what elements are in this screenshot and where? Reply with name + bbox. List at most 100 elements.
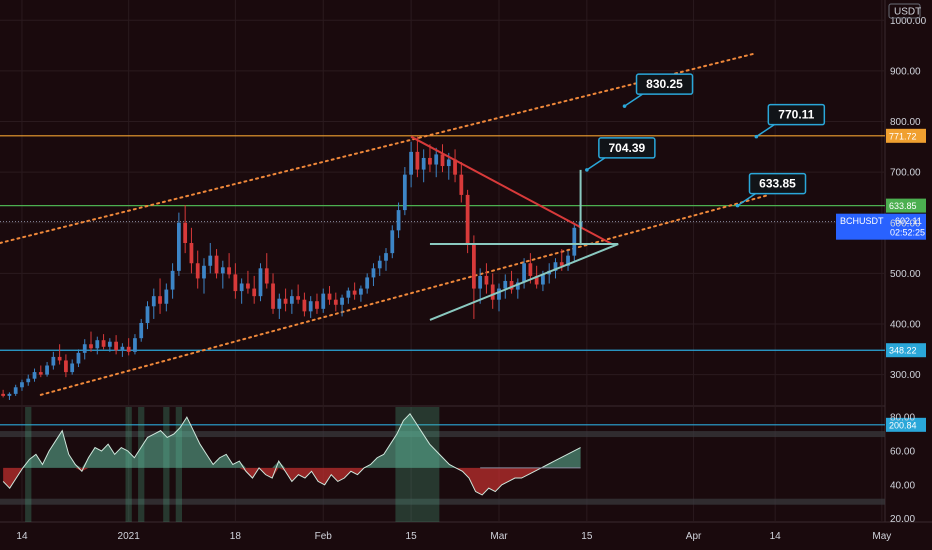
candle — [327, 286, 332, 305]
callout-label: 633.85 — [759, 177, 796, 191]
candle-body — [26, 378, 31, 383]
candle-body — [490, 284, 495, 300]
candle — [402, 167, 407, 216]
candle — [509, 270, 514, 294]
candle-body — [51, 356, 56, 366]
candle-body — [145, 306, 150, 323]
candle — [365, 273, 370, 294]
candle — [195, 250, 200, 289]
candle-body — [566, 255, 570, 266]
candle-body — [283, 298, 288, 304]
candle-body — [189, 243, 194, 264]
candle-body — [264, 268, 269, 284]
candle — [233, 263, 238, 299]
candle-body — [553, 262, 558, 271]
candle — [566, 250, 570, 271]
candle — [302, 292, 307, 317]
candle — [13, 384, 18, 396]
candle-body — [89, 344, 93, 349]
price-pane-background — [0, 0, 885, 405]
candle — [89, 331, 93, 352]
callout-box[interactable] — [767, 103, 826, 126]
candle — [45, 361, 49, 377]
candle-body — [365, 277, 370, 289]
candle — [428, 144, 432, 173]
candle — [522, 258, 526, 289]
candle — [396, 202, 401, 238]
callout-anchor — [754, 134, 759, 139]
channel-upper-line[interactable] — [0, 52, 758, 244]
candle — [415, 136, 420, 178]
candle — [189, 227, 194, 274]
callout-label: 704.39 — [609, 141, 646, 155]
level-price-tag[interactable] — [886, 417, 926, 432]
candle — [126, 338, 131, 356]
candle-body — [220, 267, 225, 274]
price-tick-label: 1000.00 — [890, 16, 927, 27]
candle — [95, 336, 100, 355]
candle — [315, 293, 319, 314]
candle-body — [233, 274, 238, 292]
candle — [377, 255, 382, 276]
candle-body — [346, 290, 351, 298]
candle-body — [315, 301, 319, 309]
candle-body — [120, 346, 125, 351]
time-tick-label: Feb — [315, 531, 333, 542]
candle-body — [340, 297, 344, 305]
candle — [214, 249, 219, 279]
channel-lower-line[interactable] — [39, 193, 770, 396]
callout-box[interactable] — [748, 172, 807, 195]
level-price-label: 633.85 — [889, 201, 917, 211]
triangle-bottom-line[interactable] — [429, 243, 619, 321]
currency-box[interactable] — [888, 3, 921, 19]
candle-body — [38, 372, 43, 375]
candle-body — [107, 341, 112, 347]
triangle-top-line[interactable] — [410, 135, 613, 245]
price-axis[interactable]: 1000.00 900.00 800.00 700.00 600.00 500.00 400… — [888, 3, 927, 525]
candle-body — [371, 268, 376, 278]
candle — [26, 374, 31, 386]
time-tick-label: May — [872, 531, 891, 542]
candle — [139, 318, 144, 342]
candle-body — [459, 174, 464, 195]
current-price-tag[interactable] — [836, 213, 926, 240]
price-pane[interactable] — [0, 0, 885, 405]
candle-body — [202, 265, 206, 279]
price-channel[interactable] — [0, 52, 770, 396]
price-tick-label: 600.00 — [890, 218, 921, 229]
oscillator-line — [2, 412, 581, 496]
candle — [57, 344, 62, 365]
callout-box[interactable] — [598, 137, 656, 159]
candle — [277, 293, 282, 319]
candle — [264, 253, 269, 289]
level-price-tag[interactable] — [886, 198, 926, 213]
candle-body — [271, 283, 275, 309]
candle — [572, 222, 577, 261]
time-tick-label: Apr — [686, 531, 702, 542]
level-price-tag[interactable] — [886, 343, 926, 358]
candle-body — [183, 222, 188, 243]
horizontal-levels[interactable]: 771.72 633.85 348.22 200.84 BCHUSDT 602.11 02:… — [0, 128, 926, 432]
candle — [440, 144, 445, 173]
candle-body — [515, 282, 520, 290]
currency-label[interactable]: USDT — [894, 7, 921, 18]
current-price-pair: BCHUSDT — [840, 216, 884, 226]
price-tick-label: 500.00 — [890, 269, 921, 280]
level-price-tag[interactable] — [886, 128, 926, 143]
time-tick-label: 15 — [581, 531, 593, 542]
time-tick-label: 18 — [230, 531, 242, 542]
triangle-pattern[interactable] — [410, 135, 619, 321]
candle-body — [20, 382, 24, 388]
candle — [183, 205, 188, 254]
candle — [359, 285, 363, 302]
callouts[interactable]: 830.25 770.11 704.39 633.85 — [585, 73, 826, 208]
candle-body — [177, 222, 181, 271]
time-axis[interactable]: 14202118Feb15Mar15Apr14May17 — [16, 531, 932, 542]
candle-body — [70, 363, 75, 373]
candle — [465, 189, 470, 254]
callout-box[interactable] — [635, 73, 694, 95]
time-tick-label: 14 — [770, 531, 782, 542]
time-tick-label: 14 — [16, 531, 28, 542]
candle-body — [333, 299, 338, 305]
